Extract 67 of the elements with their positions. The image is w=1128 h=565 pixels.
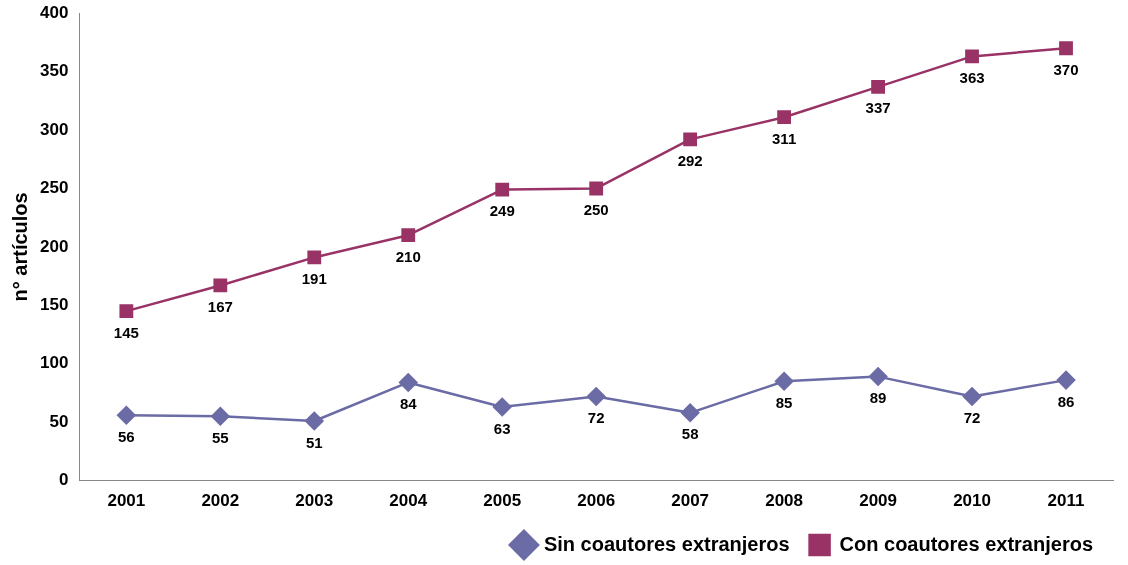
x-tick-label: 2002 <box>201 491 240 511</box>
data-label: 210 <box>395 247 421 265</box>
point <box>962 387 982 406</box>
point <box>117 405 136 425</box>
data-label: 56 <box>118 427 135 445</box>
point <box>211 407 230 426</box>
data-label: 58 <box>681 425 699 443</box>
data-label: 363 <box>959 69 985 87</box>
y-tick-label: 200 <box>39 236 69 256</box>
y-tick-label: 100 <box>39 353 69 373</box>
data-label: 145 <box>113 323 139 341</box>
legend-label: Sin coautores extranjeros <box>543 532 790 555</box>
data-label: 89 <box>869 389 887 407</box>
y-tick-label: 150 <box>39 295 69 315</box>
x-tick-label: 2003 <box>295 491 334 511</box>
point <box>871 79 885 94</box>
y-tick-label: 300 <box>39 119 69 139</box>
data-label: 63 <box>493 419 511 437</box>
x-tick-label: 2008 <box>765 491 804 511</box>
point <box>774 372 794 391</box>
point <box>680 403 700 423</box>
x-tick-label: 2005 <box>483 491 522 511</box>
point <box>492 397 512 417</box>
y-tick-label: 50 <box>49 411 69 431</box>
y-tick-label: 350 <box>39 61 69 81</box>
point <box>777 110 792 125</box>
point <box>305 411 324 431</box>
x-tick-label: 2011 <box>1047 491 1085 511</box>
data-label: 311 <box>772 129 797 147</box>
x-tick-label: 2001 <box>107 491 146 511</box>
point <box>401 228 416 243</box>
data-label: 85 <box>775 393 793 411</box>
point <box>589 181 604 196</box>
x-tick-label: 2006 <box>577 491 616 511</box>
point <box>495 182 510 197</box>
point <box>683 132 698 147</box>
data-label: 84 <box>399 395 418 413</box>
point <box>586 387 606 406</box>
data-label: 250 <box>583 201 609 219</box>
data-label: 86 <box>1057 392 1075 410</box>
point <box>119 304 134 319</box>
data-label: 72 <box>963 409 981 427</box>
point <box>1059 41 1073 56</box>
point <box>965 49 979 64</box>
data-label: 292 <box>677 152 703 170</box>
data-label: 51 <box>305 433 323 451</box>
y-axis-title: n° artículos <box>8 192 31 302</box>
point <box>213 278 228 293</box>
data-label: 191 <box>301 270 327 288</box>
point <box>868 367 888 386</box>
x-tick-label: 2007 <box>671 491 710 511</box>
legend-label: Con coautores extranjeros <box>839 532 1094 555</box>
y-tick-label: 400 <box>39 2 69 22</box>
y-tick-label: 250 <box>39 178 69 198</box>
data-label: 249 <box>489 202 515 220</box>
data-label: 55 <box>211 428 229 446</box>
y-tick-label: 0 <box>58 470 69 490</box>
point <box>399 373 418 392</box>
point <box>307 250 322 265</box>
data-label: 72 <box>587 409 605 427</box>
data-label: 167 <box>207 298 233 316</box>
data-label: 370 <box>1053 60 1079 78</box>
x-tick-label: 2009 <box>859 491 897 511</box>
x-tick-label: 2004 <box>389 491 428 511</box>
data-label: 337 <box>865 99 891 117</box>
point <box>1056 370 1076 390</box>
x-tick-label: 2010 <box>953 491 991 511</box>
